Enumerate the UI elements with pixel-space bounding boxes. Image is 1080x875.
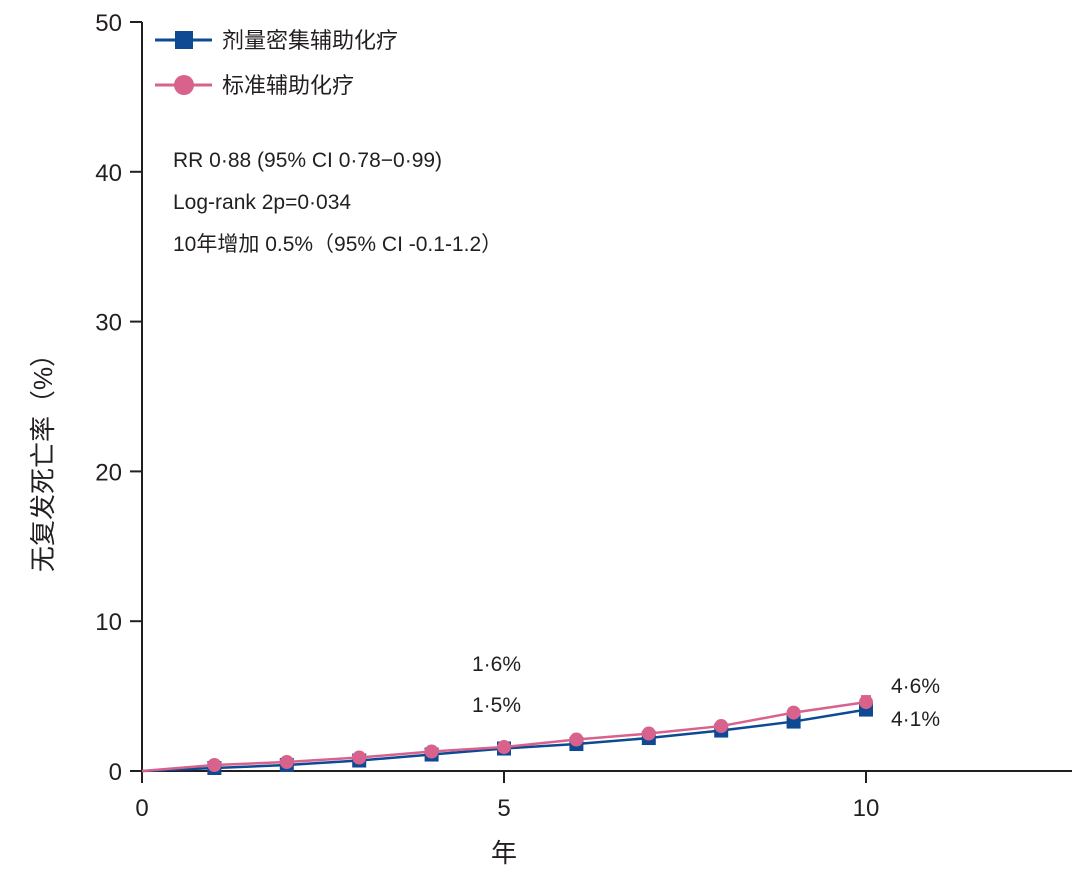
data-label-year10-dose-dense: 4·1% bbox=[891, 708, 940, 731]
x-tick-label: 5 bbox=[497, 795, 510, 822]
data-point-circle bbox=[207, 758, 222, 773]
stat-logrank: Log-rank 2p=0·034 bbox=[173, 191, 351, 214]
legend-square-marker-icon bbox=[175, 31, 193, 49]
y-tick-label: 30 bbox=[95, 310, 122, 337]
series-layer bbox=[141, 695, 873, 776]
y-ticks: 0 10 20 30 40 50 bbox=[95, 10, 142, 786]
stats-block: RR 0·88 (95% CI 0·78−0·99) Log-rank 2p=0… bbox=[173, 149, 502, 256]
y-tick-label: 20 bbox=[95, 459, 122, 486]
data-point-circle bbox=[714, 719, 729, 734]
y-tick-label: 50 bbox=[95, 10, 122, 37]
legend-label-standard: 标准辅助化疗 bbox=[222, 73, 354, 98]
legend-item-standard: 标准辅助化疗 bbox=[155, 73, 354, 98]
x-tick-label: 0 bbox=[135, 795, 148, 822]
data-point-circle bbox=[279, 755, 294, 770]
data-label-year5-standard: 1·6% bbox=[472, 653, 521, 676]
series-standard bbox=[141, 695, 873, 773]
data-point-circle bbox=[497, 740, 511, 755]
data-label-year5-dose-dense: 1·5% bbox=[472, 694, 521, 717]
legend-item-dose-dense: 剂量密集辅助化疗 bbox=[155, 28, 398, 53]
y-tick-label: 40 bbox=[95, 160, 122, 187]
stat-increase: 10年增加 0.5%（95% CI -0.1-1.2） bbox=[173, 233, 502, 256]
data-label-year10-standard: 4·6% bbox=[891, 675, 940, 698]
x-tick-label: 10 bbox=[853, 795, 880, 822]
legend-circle-marker-icon bbox=[174, 75, 194, 95]
data-point-circle bbox=[641, 726, 656, 741]
data-point-circle bbox=[786, 705, 801, 720]
data-point-circle bbox=[569, 732, 584, 747]
data-labels: 1·6% 1·5% 4·6% 4·1% bbox=[472, 653, 940, 731]
axes: 0 10 20 30 40 50 0 5 10 bbox=[95, 10, 1072, 822]
stat-rr: RR 0·88 (95% CI 0·78−0·99) bbox=[173, 149, 442, 172]
legend-label-dose-dense: 剂量密集辅助化疗 bbox=[222, 28, 398, 53]
y-tick-label: 10 bbox=[95, 609, 122, 636]
data-point-circle bbox=[352, 750, 367, 765]
x-ticks: 0 5 10 bbox=[135, 771, 879, 822]
x-axis-title: 年 bbox=[491, 838, 517, 868]
legend: 剂量密集辅助化疗 标准辅助化疗 bbox=[155, 28, 398, 98]
y-axis-title: 无复发死亡率（%） bbox=[28, 341, 58, 572]
y-tick-label: 0 bbox=[109, 759, 122, 786]
data-point-circle bbox=[424, 744, 439, 759]
